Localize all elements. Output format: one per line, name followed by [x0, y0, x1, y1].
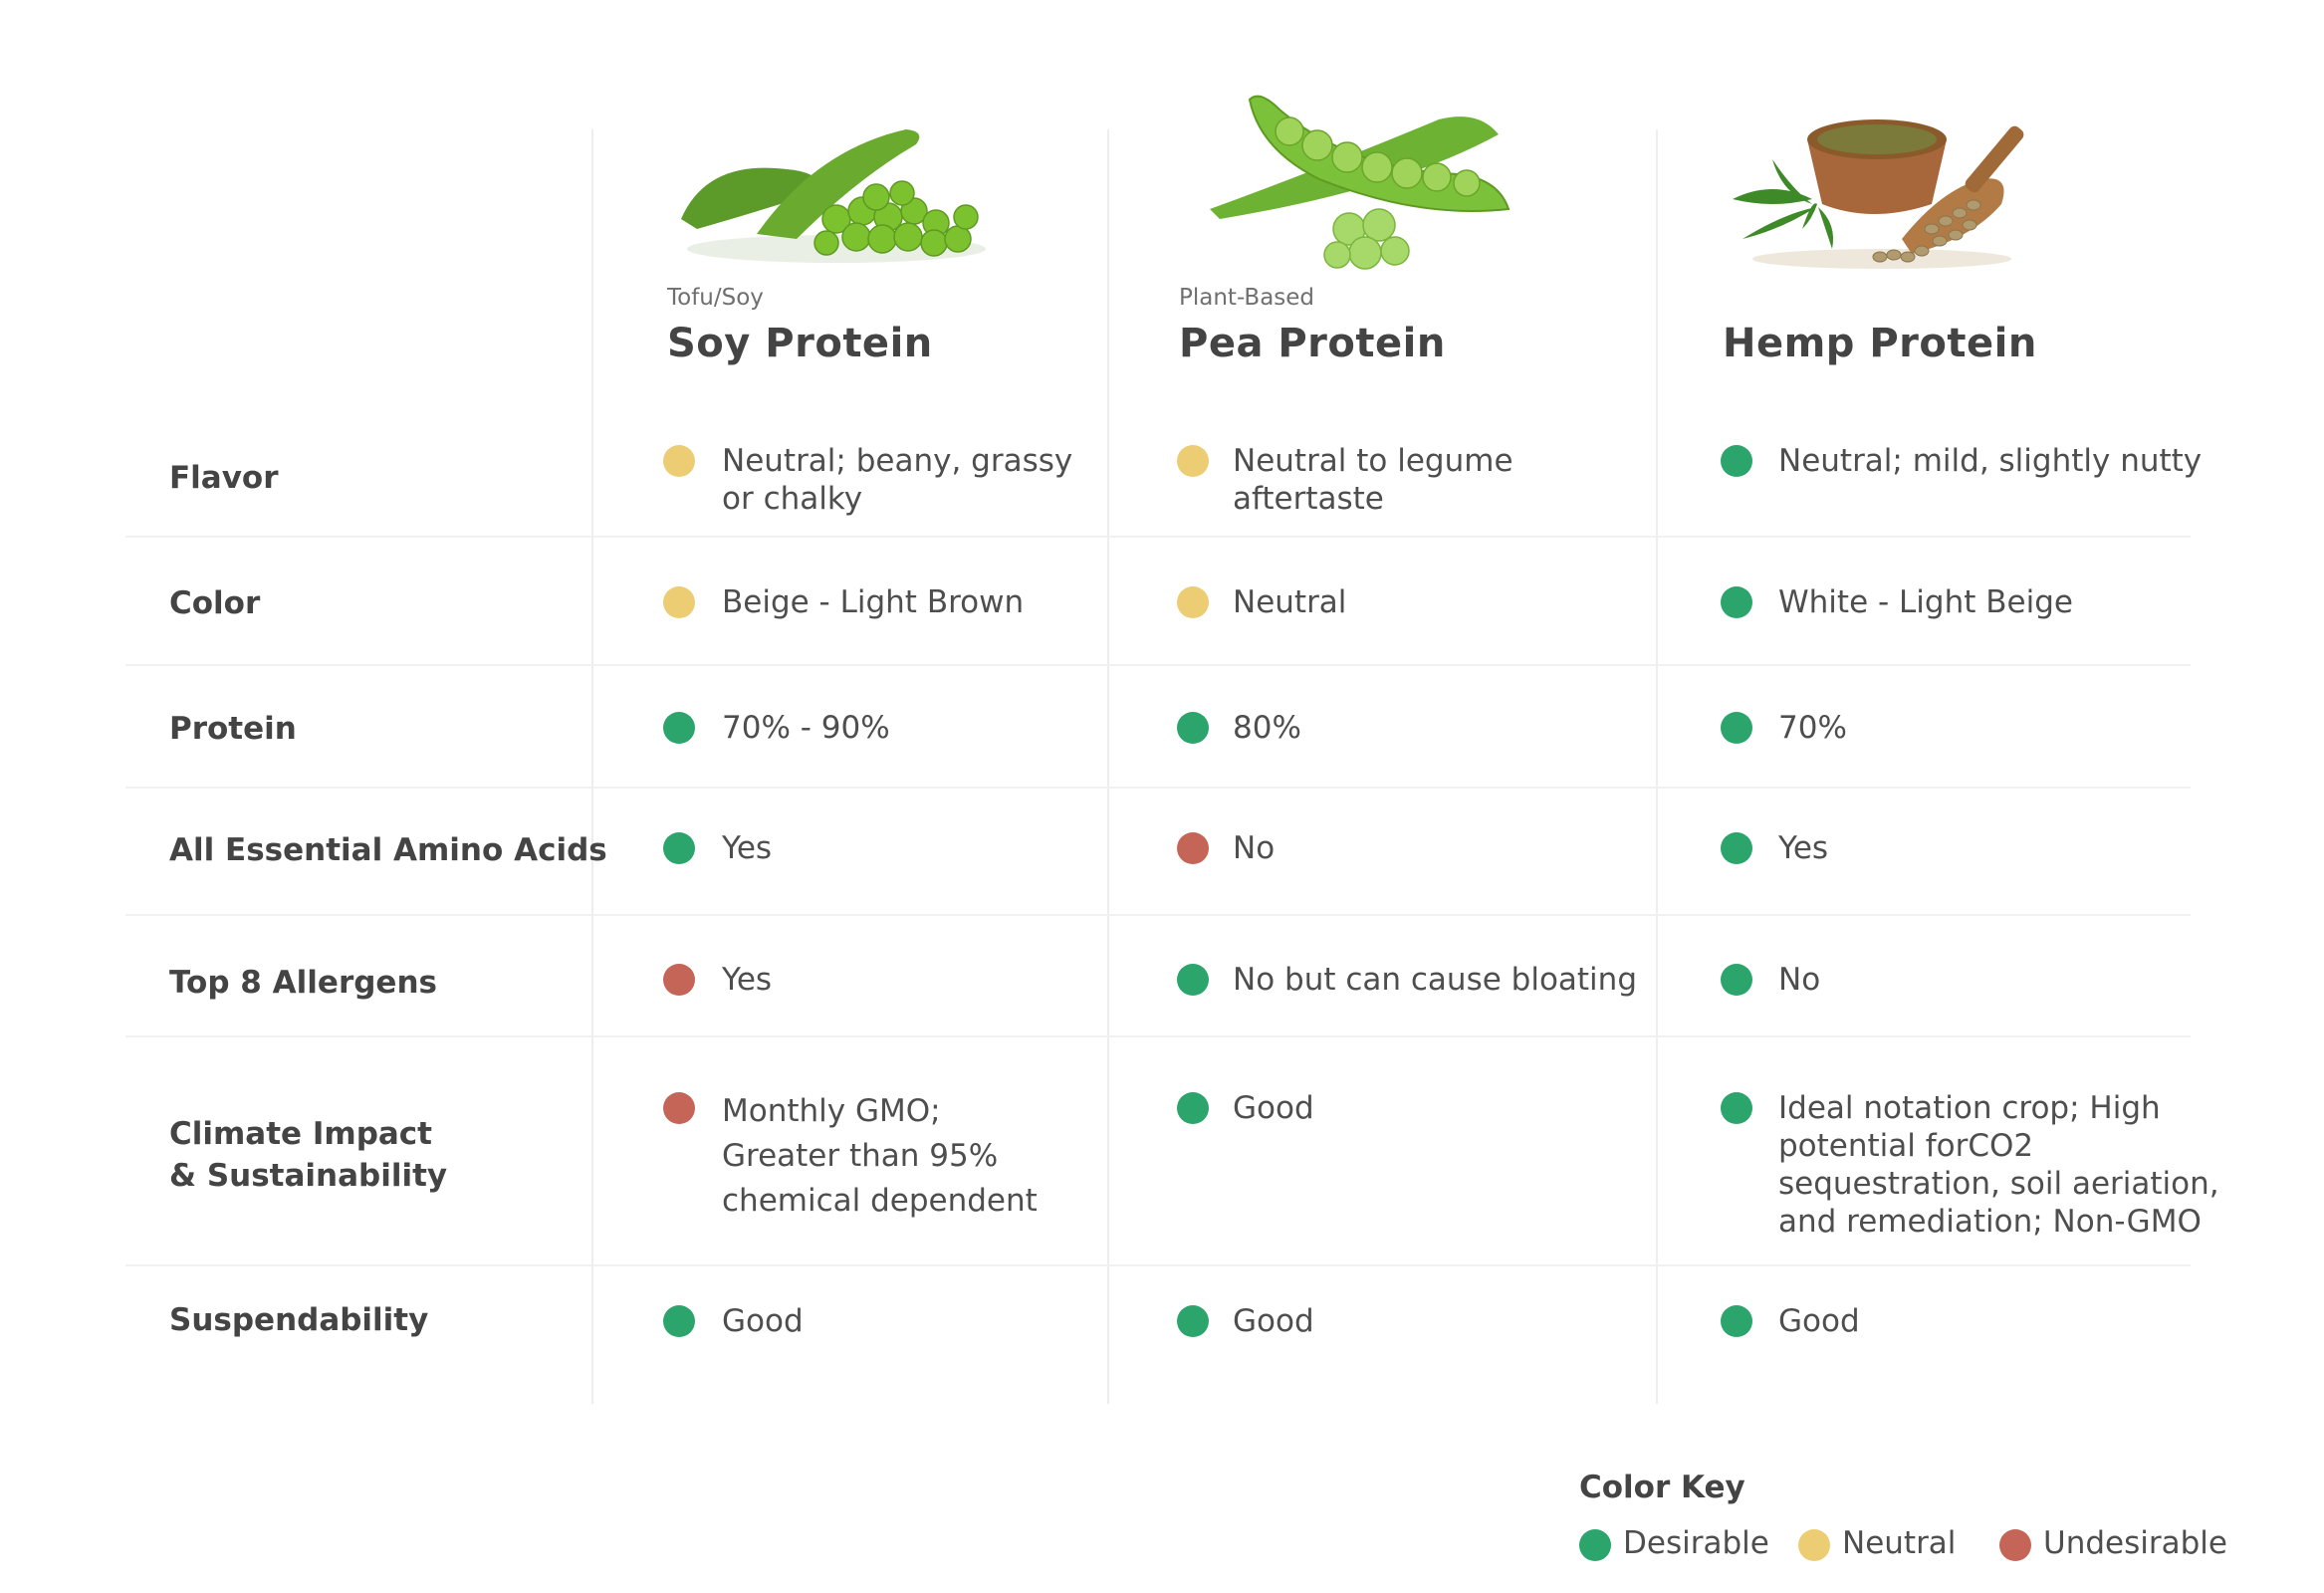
rating-dot-desirable — [663, 712, 695, 744]
pea-pods-icon — [1200, 80, 1538, 279]
color-key-dot — [1579, 1529, 1611, 1561]
table-cell-text: Neutral; beany, grassy or chalky — [722, 443, 1073, 517]
row-label-suspendability: Suspendability — [169, 1302, 429, 1338]
table-cell-text: Good — [1233, 1303, 1314, 1339]
table-cell-text: Beige - Light Brown — [722, 584, 1025, 620]
color-key-dot — [1999, 1529, 2031, 1561]
color-key-label: Undesirable — [2043, 1525, 2227, 1561]
color-key-title: Color Key — [1579, 1470, 1745, 1505]
table-cell-text: No but can cause bloating — [1233, 962, 1637, 998]
row-divider — [125, 914, 2191, 916]
hemp-seeds-bowl-icon — [1713, 80, 2051, 279]
table-cell-text: No — [1233, 830, 1276, 866]
row-divider — [125, 787, 2191, 789]
rating-dot-desirable — [663, 832, 695, 864]
color-key-label: Neutral — [1842, 1525, 1957, 1561]
row-label-amino-acids: All Essential Amino Acids — [169, 832, 607, 868]
table-cell-text: Good — [722, 1303, 804, 1339]
rating-dot-desirable — [1721, 1092, 1752, 1124]
row-divider — [125, 664, 2191, 666]
row-divider — [125, 1035, 2191, 1037]
column-divider — [591, 129, 593, 1404]
column-divider — [1107, 129, 1109, 1404]
color-key-dot — [1798, 1529, 1830, 1561]
table-cell-text: Yes — [1778, 830, 1829, 866]
table-cell-text: Monthly GMO; Greater than 95% chemical d… — [722, 1093, 1038, 1219]
table-cell-text: No — [1778, 962, 1821, 998]
column-title: Soy Protein — [667, 321, 933, 366]
table-cell-text: White - Light Beige — [1778, 584, 2073, 620]
table-cell-text: 80% — [1233, 710, 1301, 746]
column-title: Hemp Protein — [1723, 321, 2037, 366]
table-cell-text: Yes — [722, 962, 773, 998]
table-cell-text: Yes — [722, 830, 773, 866]
table-cell-text: 70% — [1778, 710, 1847, 746]
row-divider — [125, 1264, 2191, 1266]
rating-dot-desirable — [1721, 445, 1752, 477]
row-label-allergens: Top 8 Allergens — [169, 965, 437, 1001]
table-cell-text: Neutral; mild, slightly nutty — [1778, 443, 2203, 479]
rating-dot-undesirable — [1177, 832, 1209, 864]
row-label-climate: Climate Impact & Sustainability — [169, 1116, 448, 1194]
row-label-color: Color — [169, 585, 261, 621]
rating-dot-desirable — [1177, 1092, 1209, 1124]
column-title: Pea Protein — [1179, 321, 1446, 366]
row-label-flavor: Flavor — [169, 460, 279, 496]
rating-dot-desirable — [1721, 712, 1752, 744]
rating-dot-desirable — [1177, 712, 1209, 744]
rating-dot-neutral — [663, 586, 695, 618]
rating-dot-undesirable — [663, 1092, 695, 1124]
column-divider — [1656, 129, 1658, 1404]
color-key-label: Desirable — [1623, 1525, 1769, 1561]
table-cell-text: Good — [1778, 1303, 1860, 1339]
column-subtitle: Plant-Based — [1179, 285, 1315, 311]
rating-dot-desirable — [1721, 964, 1752, 996]
rating-dot-neutral — [663, 445, 695, 477]
rating-dot-desirable — [663, 1305, 695, 1337]
soybean-pods-icon — [667, 100, 1006, 299]
table-cell-text: 70% - 90% — [722, 710, 890, 746]
rating-dot-undesirable — [663, 964, 695, 996]
column-subtitle: Tofu/Soy — [667, 285, 764, 311]
row-divider — [125, 536, 2191, 538]
rating-dot-neutral — [1177, 445, 1209, 477]
rating-dot-desirable — [1721, 1305, 1752, 1337]
table-cell-text: Good — [1233, 1090, 1314, 1126]
rating-dot-desirable — [1721, 832, 1752, 864]
row-label-protein: Protein — [169, 711, 297, 747]
table-cell-text: Neutral to legume aftertaste — [1233, 443, 1513, 517]
table-cell-text: Ideal notation crop; High potential forC… — [1778, 1090, 2219, 1240]
rating-dot-desirable — [1177, 1305, 1209, 1337]
rating-dot-desirable — [1721, 586, 1752, 618]
rating-dot-desirable — [1177, 964, 1209, 996]
table-cell-text: Neutral — [1233, 584, 1347, 620]
rating-dot-neutral — [1177, 586, 1209, 618]
